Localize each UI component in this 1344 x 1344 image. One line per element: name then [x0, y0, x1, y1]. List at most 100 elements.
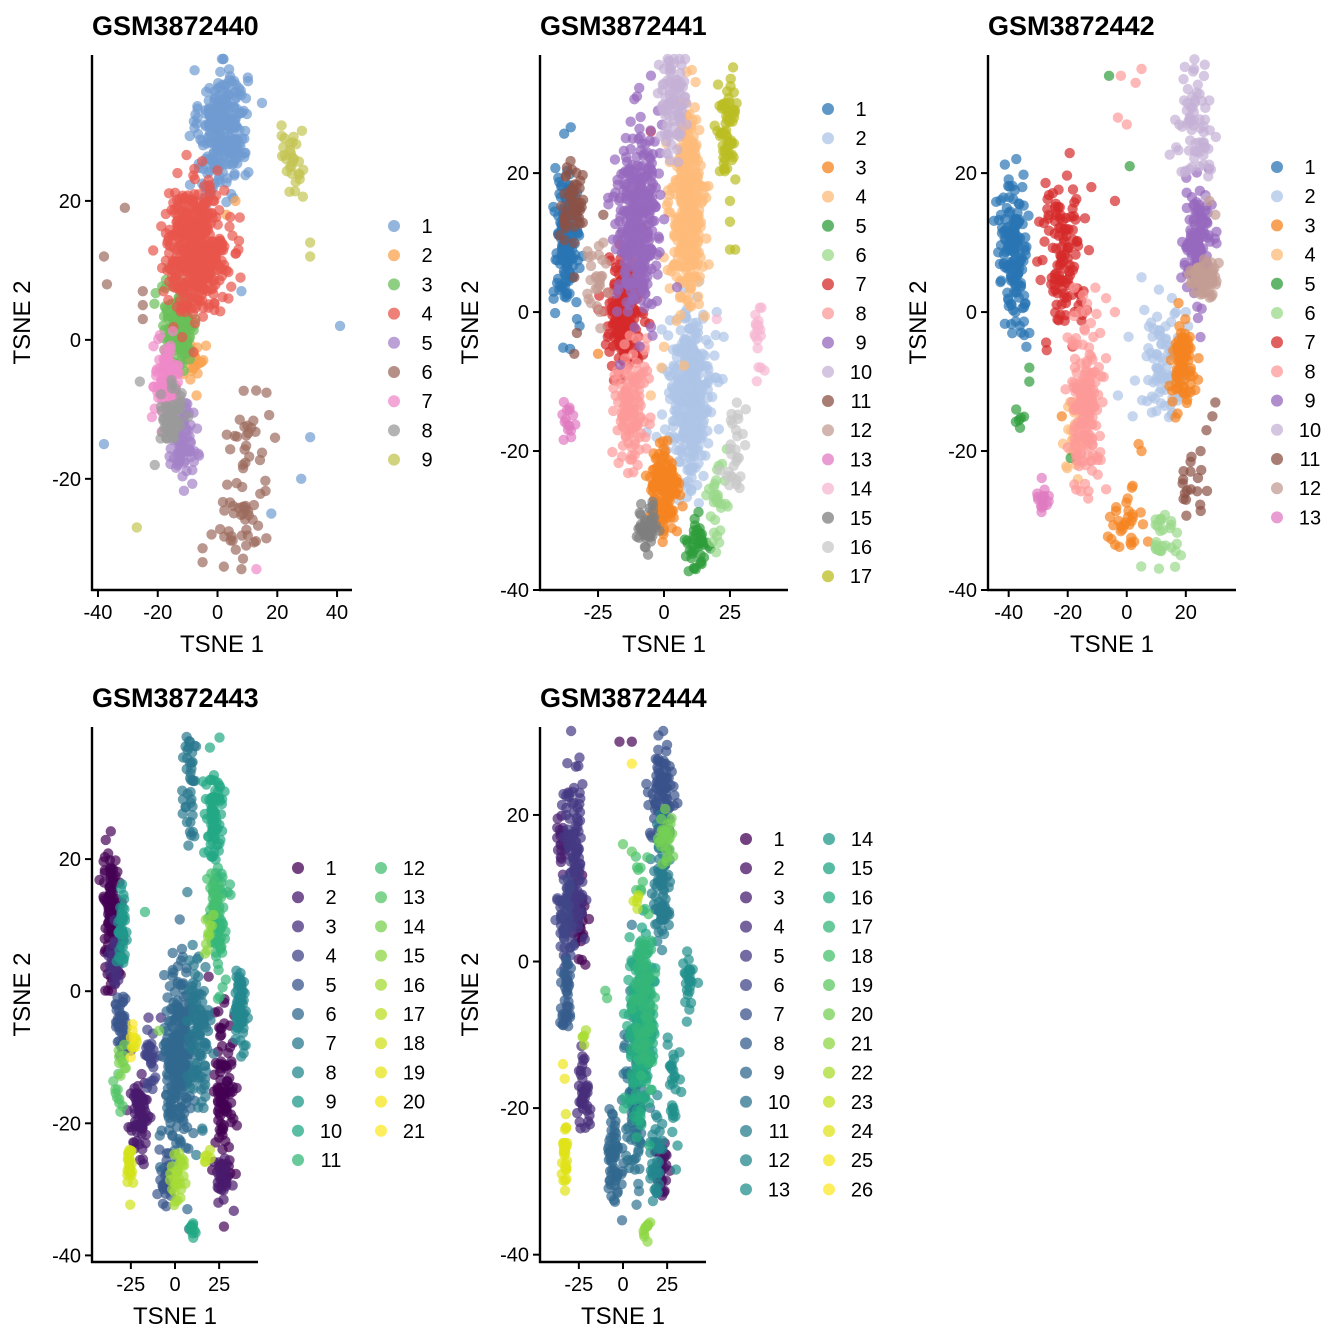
data-point [235, 85, 246, 96]
data-point [1006, 234, 1018, 245]
data-point [155, 389, 167, 400]
data-point [1185, 456, 1196, 467]
data-point [1052, 314, 1063, 325]
data-point [1017, 181, 1028, 193]
data-point [1043, 189, 1055, 201]
data-point [664, 97, 675, 108]
data-point [627, 291, 638, 302]
data-point [256, 97, 268, 109]
data-point [288, 131, 299, 142]
legend-label: 8 [1304, 361, 1315, 383]
data-point [690, 169, 701, 181]
data-point [210, 255, 222, 266]
data-point [137, 286, 149, 297]
legend-key [822, 249, 834, 261]
data-point [661, 147, 672, 159]
x-tick-label: -25 [584, 602, 613, 624]
data-point [1069, 479, 1080, 490]
legend-label: 10 [1299, 420, 1321, 442]
legend-label: 14 [850, 479, 872, 501]
data-point [208, 195, 219, 206]
data-point [627, 165, 638, 176]
legend-label: 7 [1304, 332, 1315, 354]
data-point [1124, 160, 1135, 172]
data-point [180, 280, 192, 291]
legend-item-7: 7 [1271, 332, 1316, 354]
data-point [214, 275, 225, 286]
legend-key [822, 365, 834, 378]
data-point [1079, 325, 1091, 336]
data-point [216, 147, 228, 159]
data-point [218, 105, 230, 116]
data-point [590, 272, 601, 283]
data-point [100, 985, 111, 996]
data-point [1068, 210, 1080, 222]
data-point [1079, 213, 1091, 224]
x-tick-label: 0 [1121, 602, 1132, 624]
y-tick-label: -40 [948, 580, 977, 602]
data-point [176, 344, 187, 355]
data-point [197, 557, 208, 568]
data-point [1207, 411, 1218, 422]
data-point [1086, 465, 1098, 476]
data-point [709, 514, 721, 526]
data-point [684, 463, 695, 474]
data-point [713, 537, 725, 548]
data-point [1139, 304, 1150, 316]
data-point [699, 311, 710, 322]
data-point [284, 145, 296, 156]
legend-key [1271, 394, 1283, 407]
legend-label: 5 [1304, 274, 1315, 296]
data-point [715, 502, 727, 513]
data-point [595, 323, 606, 334]
data-point [189, 317, 201, 329]
legend-key [1271, 190, 1283, 203]
data-point [1153, 284, 1165, 295]
data-point [178, 261, 189, 273]
scatter-points [988, 54, 1224, 574]
data-point [662, 75, 673, 86]
series-11 [1177, 397, 1221, 521]
data-point [276, 120, 287, 131]
legend-item-4: 4 [388, 304, 433, 326]
data-point [238, 105, 249, 116]
data-point [569, 179, 580, 190]
data-point [629, 322, 640, 333]
data-point [193, 261, 204, 272]
legend-item-12: 12 [1271, 478, 1321, 500]
data-point [621, 278, 632, 289]
data-point [1189, 54, 1200, 65]
data-point [1024, 376, 1035, 387]
data-point [260, 475, 271, 486]
data-point [261, 387, 272, 398]
data-point [726, 470, 737, 482]
data-point [177, 471, 188, 482]
data-point [1121, 497, 1132, 508]
legend-item-7: 7 [822, 274, 867, 296]
data-point [1066, 396, 1078, 408]
data-point [647, 486, 659, 498]
data-point [998, 258, 1010, 270]
data-point [1169, 561, 1181, 573]
data-point [549, 307, 561, 319]
data-point [190, 302, 201, 314]
data-point [1067, 184, 1079, 195]
data-point [250, 385, 262, 396]
data-point [1086, 181, 1097, 193]
data-point [1109, 195, 1121, 207]
data-point [1141, 351, 1152, 362]
legend-item-9: 9 [1271, 391, 1316, 413]
data-point [1182, 83, 1194, 95]
data-point [236, 286, 247, 297]
data-point [1021, 341, 1032, 353]
data-point [136, 1068, 147, 1080]
legend-item-4: 4 [1271, 245, 1316, 267]
legend-label: 8 [855, 303, 866, 325]
data-point [692, 258, 704, 270]
data-point [995, 239, 1007, 251]
data-point [231, 477, 242, 489]
legend-key [822, 219, 834, 232]
data-point [221, 196, 232, 208]
y-tick-label: 20 [955, 163, 977, 185]
